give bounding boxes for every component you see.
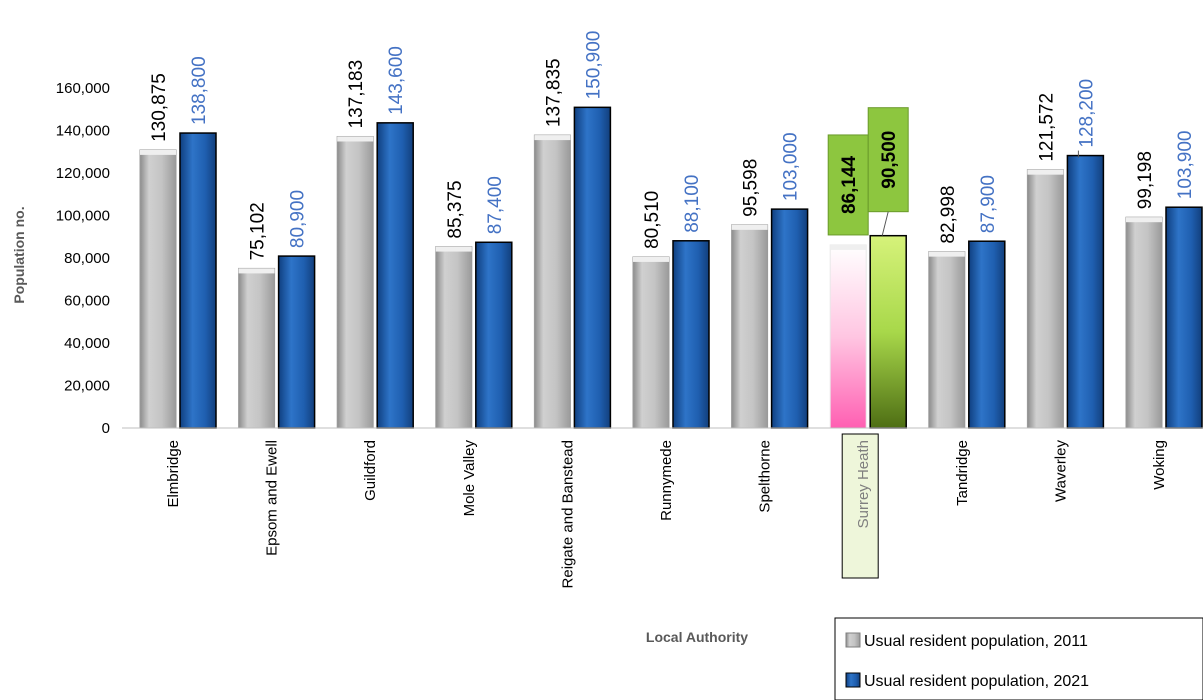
- category-label: Tandridge: [954, 440, 971, 506]
- category-label: Spelthorne: [757, 440, 774, 513]
- legend-swatch-2011: [845, 632, 861, 648]
- legend: Usual resident population, 2011 Usual re…: [834, 617, 1203, 700]
- value-label-2011: 99,198: [1135, 151, 1156, 209]
- value-label-2021: 88,100: [682, 175, 703, 233]
- y-tick-label: 160,000: [56, 80, 110, 97]
- value-label-2011: 85,375: [445, 180, 466, 238]
- y-tick-label: 140,000: [56, 123, 110, 140]
- value-label-2021: 80,900: [288, 190, 309, 248]
- y-tick-label: 100,000: [56, 208, 110, 225]
- label-box-2021-highlight: [867, 107, 909, 213]
- bars-group: 130,875 138,800 75,102 80,900 137,183 143,600…: [139, 31, 1203, 429]
- y-tick-label: 0: [102, 420, 110, 437]
- value-label-2011: 86,144: [839, 155, 860, 214]
- category-label: Mole Valley: [461, 440, 478, 517]
- value-label-2011: 95,598: [741, 159, 762, 217]
- value-label-2021: 103,900: [1175, 131, 1196, 200]
- value-label-2011: 82,998: [938, 186, 959, 244]
- label-leader-line: [881, 211, 889, 236]
- bar-2011-cap-4: [534, 135, 571, 141]
- bar-2011-cap-3: [435, 246, 472, 252]
- bar-2011-3: [435, 246, 473, 429]
- value-label-2021: 87,900: [978, 175, 999, 233]
- bar-2011-9: [1026, 169, 1064, 429]
- y-axis-title: Population no.: [11, 206, 27, 303]
- category-label: Elmbridge: [165, 440, 182, 508]
- bar-2021-2: [376, 122, 414, 429]
- value-label-2021: 87,400: [485, 176, 506, 234]
- bar-2011-10: [1125, 216, 1163, 429]
- category-label: Guildford: [362, 440, 379, 501]
- legend-box: [834, 617, 1203, 700]
- bar-2021-1: [277, 255, 316, 429]
- y-axis-ticks: 0 20,000 40,000 60,000 80,000 100,000 120,000 1…: [56, 80, 110, 437]
- bar-2021-0: [179, 132, 217, 429]
- x-axis-title: Local Authority: [646, 629, 748, 645]
- y-tick-label: 60,000: [64, 293, 110, 310]
- bar-2011-8: [928, 251, 966, 429]
- y-tick-label: 80,000: [64, 250, 110, 267]
- category-label: Woking: [1151, 440, 1168, 490]
- category-label: Surrey Heath: [855, 440, 872, 528]
- category-label: Waverley: [1052, 440, 1069, 502]
- bar-2021-4: [573, 106, 612, 429]
- value-label-2021: 143,600: [386, 46, 407, 115]
- y-tick-label: 40,000: [64, 335, 110, 352]
- value-label-2021: 138,800: [189, 56, 210, 125]
- legend-label-2021: Usual resident population, 2021: [864, 673, 1089, 690]
- legend-label-2011: Usual resident population, 2011: [864, 633, 1088, 650]
- y-tick-label: 20,000: [64, 378, 110, 395]
- bar-2011-cap-0: [140, 149, 176, 155]
- bar-2011-2: [336, 135, 374, 429]
- bar-2011-cap-2: [337, 136, 374, 142]
- y-tick-label: 120,000: [56, 165, 110, 182]
- bar-2011-5: [632, 256, 670, 429]
- category-highlight-box: [841, 433, 879, 579]
- bar-2021-6: [770, 208, 809, 429]
- value-label-2021: 90,500: [879, 131, 900, 189]
- bar-2011-cap-10: [1126, 217, 1162, 223]
- label-box-2011-highlight: [827, 134, 869, 236]
- value-label-2011: 80,510: [642, 191, 663, 249]
- bar-2011-0: [139, 149, 177, 429]
- bar-2011-4: [533, 134, 571, 429]
- bar-2021-9: [1066, 154, 1105, 429]
- bar-2011-cap-7: [830, 244, 867, 250]
- value-label-2021: 150,900: [583, 31, 604, 100]
- bar-2021-3: [475, 241, 513, 429]
- value-label-2011: 121,572: [1036, 93, 1057, 162]
- value-label-2011: 137,835: [543, 58, 564, 127]
- category-label: Epsom and Ewell: [264, 440, 281, 556]
- value-label-2011: 75,102: [248, 202, 269, 260]
- value-label-2011: 137,183: [346, 60, 367, 129]
- bar-2021-10: [1165, 206, 1203, 429]
- value-label-2021: 103,000: [781, 132, 802, 201]
- bar-2011-1: [238, 267, 276, 429]
- bar-2021-8: [968, 240, 1006, 429]
- bar-2011-cap-8: [928, 251, 965, 257]
- bar-2011-7: [829, 244, 867, 429]
- bar-2011-cap-6: [731, 224, 768, 230]
- bar-2011-6: [731, 224, 769, 429]
- bar-2011-cap-5: [633, 256, 669, 262]
- value-label-2011: 130,875: [149, 73, 170, 142]
- bar-2021-7: [869, 234, 907, 429]
- category-label: Runnymede: [658, 440, 675, 521]
- category-labels: Elmbridge Epsom and Ewell Guildford Mole Va…: [165, 433, 1168, 588]
- legend-swatch-2021: [845, 672, 861, 688]
- category-label: Reigate and Banstead: [559, 440, 576, 588]
- value-label-2021: 128,200: [1076, 79, 1097, 148]
- bar-2011-cap-9: [1027, 169, 1064, 175]
- bar-2011-cap-1: [238, 268, 275, 274]
- bar-2021-5: [672, 240, 710, 429]
